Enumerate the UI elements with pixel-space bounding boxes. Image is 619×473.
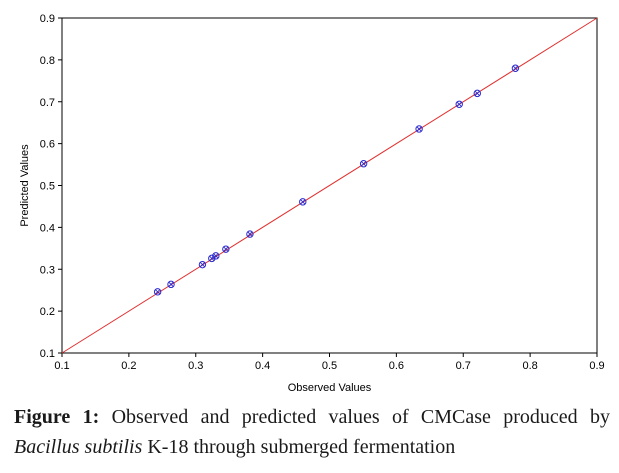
scatter-plot: 0.1 0.2 0.3 0.4 0.5 0.6 0.7 0.8 0.9 0.1 0.2 0.3 0.4… [19, 13, 605, 394]
y-tick-label: 0.8 [40, 55, 55, 67]
x-tick-label: 0.5 [322, 360, 337, 372]
data-point [473, 89, 481, 98]
data-point [511, 64, 520, 72]
x-tick-label: 0.7 [456, 360, 471, 372]
figure-caption: Figure 1: Observed and predicted values … [14, 402, 610, 462]
x-tick-label: 0.1 [54, 360, 69, 372]
data-point [415, 125, 423, 133]
data-point [198, 260, 207, 269]
x-tick-label: 0.2 [121, 360, 136, 372]
data-point [359, 160, 368, 168]
data-point [208, 254, 216, 263]
y-axis-ticks: 0.1 0.2 0.3 0.4 0.5 0.6 0.7 0.8 0.9 [40, 13, 62, 360]
data-point [153, 288, 162, 296]
x-tick-label: 0.9 [589, 360, 604, 372]
y-tick-label: 0.3 [40, 264, 55, 276]
data-point [212, 252, 220, 260]
y-axis-title: Predicted Values [19, 144, 31, 227]
y-tick-label: 0.9 [40, 13, 55, 25]
caption-label: Figure 1: [14, 406, 100, 428]
data-points [153, 64, 520, 296]
y-tick-label: 0.6 [40, 139, 55, 151]
y-tick-label: 0.5 [40, 181, 55, 193]
y-tick-label: 0.7 [40, 97, 55, 109]
reference-line [61, 17, 598, 354]
x-axis-title: Observed Values [288, 382, 372, 394]
data-point [167, 280, 175, 289]
caption-species: Bacillus subtilis [14, 436, 143, 458]
x-tick-label: 0.3 [188, 360, 203, 372]
x-tick-label: 0.6 [389, 360, 404, 372]
x-tick-label: 0.8 [522, 360, 537, 372]
data-point [246, 230, 254, 238]
y-tick-label: 0.2 [40, 306, 55, 318]
y-tick-label: 0.1 [40, 348, 55, 360]
x-axis-ticks: 0.1 0.2 0.3 0.4 0.5 0.6 0.7 0.8 0.9 [54, 353, 605, 372]
caption-text-before: Observed and predicted values of CMCase … [99, 406, 610, 428]
x-tick-label: 0.4 [255, 360, 270, 372]
data-point [455, 100, 463, 108]
data-point [299, 198, 307, 206]
data-point [222, 245, 230, 253]
caption-text-after: K-18 through submerged fermentation [142, 436, 456, 458]
y-tick-label: 0.4 [40, 222, 55, 234]
